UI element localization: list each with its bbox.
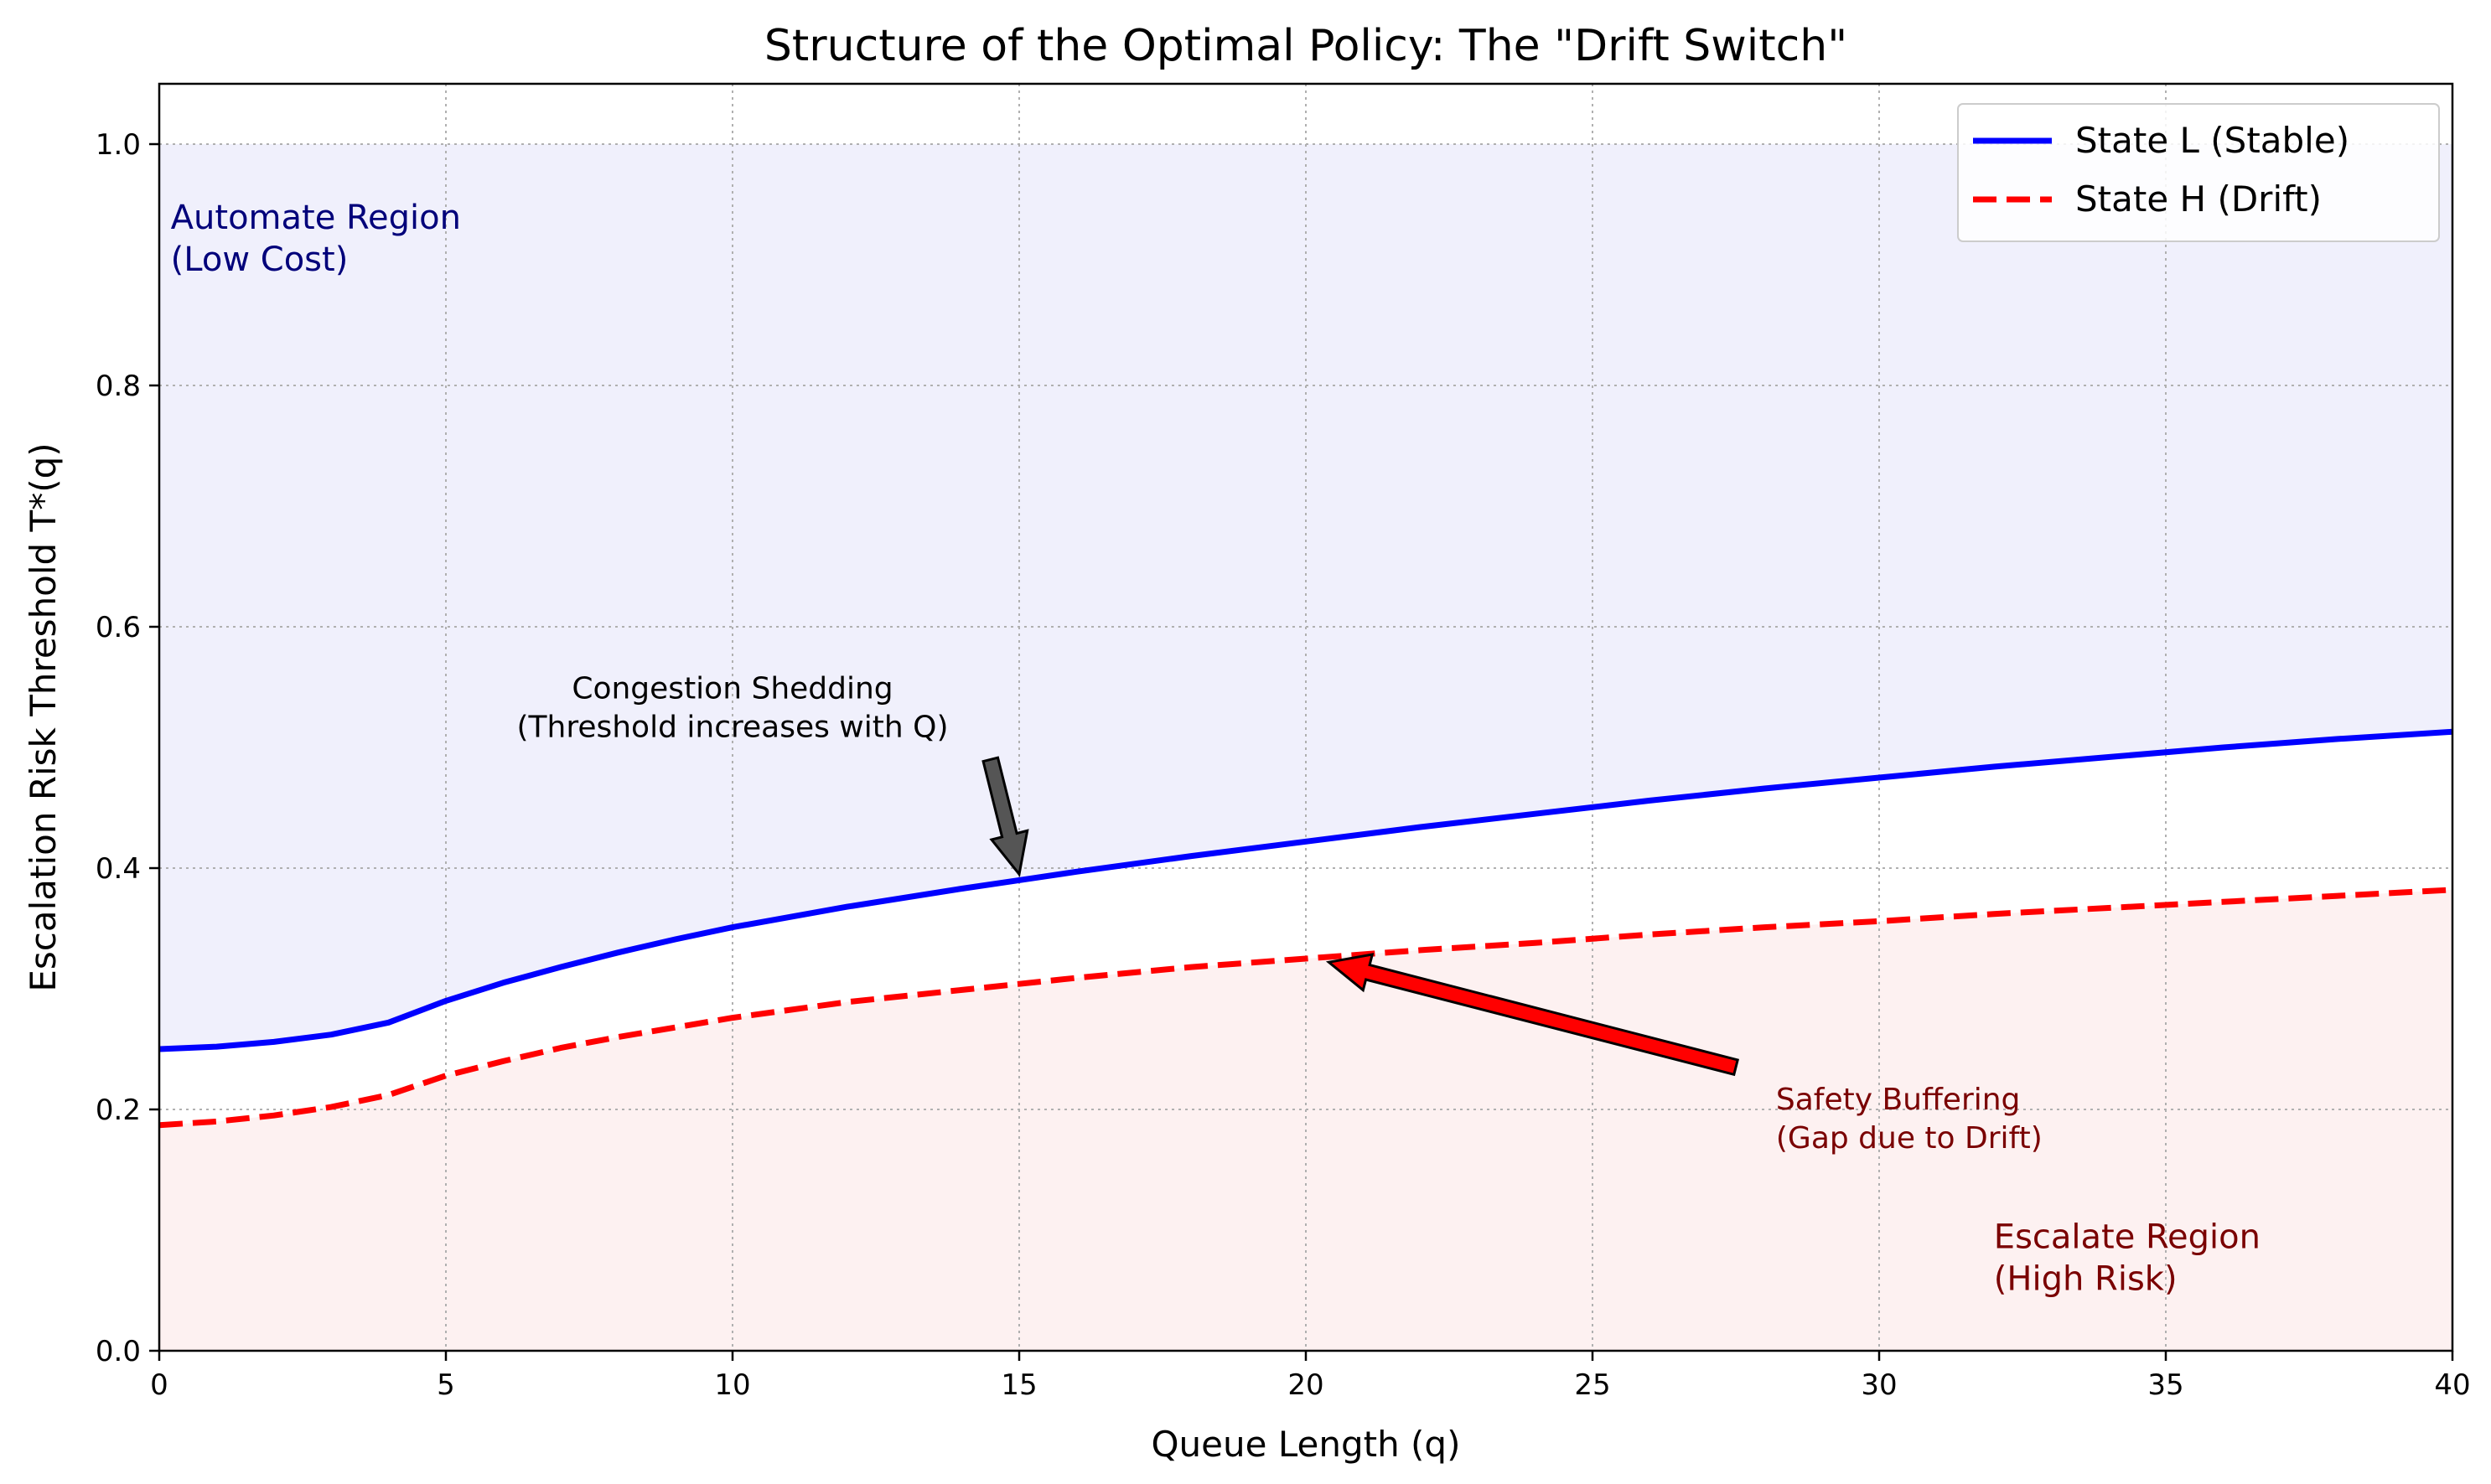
y-tick-label: 0.6: [96, 611, 141, 644]
y-tick-label: 1.0: [96, 128, 141, 162]
congestion-arrow: [981, 756, 1029, 877]
legend-label-state-h: State H (Drift): [2075, 178, 2322, 220]
y-axis-title: Escalation Risk Threshold T*(q): [23, 442, 64, 991]
y-tick-label: 0.4: [96, 852, 141, 886]
x-tick-label: 30: [1861, 1368, 1897, 1402]
axes: [149, 82, 2454, 1361]
y-tick-label: 0.8: [96, 370, 141, 403]
x-tick-label: 0: [150, 1368, 168, 1402]
legend: State L (Stable) State H (Drift): [1957, 103, 2440, 242]
safety-annotation-text: (Gap due to Drift): [1776, 1121, 2043, 1156]
y-tick-label: 0.0: [96, 1335, 141, 1368]
x-tick-label: 10: [714, 1368, 750, 1402]
escalate-region-label: (High Risk): [1994, 1260, 2178, 1299]
x-axis-title: Queue Length (q): [1152, 1424, 1461, 1465]
safety-annotation-text: Safety Buffering: [1776, 1083, 2021, 1117]
x-tick-label: 25: [1574, 1368, 1610, 1402]
x-tick-label: 5: [437, 1368, 455, 1402]
annotations: Congestion Shedding (Threshold increases …: [516, 672, 2042, 1156]
text-labels: 0 5 10 15 20 25 30 35 40 0.0 0.2 0.4 0.6 0.8 1.0 Struct…: [23, 21, 2471, 1465]
congestion-annotation-text: Congestion Shedding: [572, 672, 893, 706]
escalate-region-fill: [159, 889, 2452, 1351]
legend-box: [1957, 103, 2440, 242]
series-line-state-l: [158, 728, 2453, 1052]
automate-region-label: (Low Cost): [171, 240, 349, 279]
legend-label-state-l: State L (Stable): [2075, 120, 2349, 161]
escalate-region-label: Escalate Region: [1994, 1218, 2261, 1257]
x-tick-label: 40: [2434, 1368, 2470, 1402]
x-tick-label: 35: [2147, 1368, 2183, 1402]
grid: [159, 84, 2452, 1351]
safety-arrow: [1325, 953, 1740, 1077]
series-lines: [158, 728, 2453, 1129]
x-tick-label: 20: [1287, 1368, 1323, 1402]
series-line-state-h: [158, 887, 2453, 1129]
chart-title: Structure of the Optimal Policy: The "Dr…: [764, 21, 1847, 71]
automate-region-label: Automate Region: [171, 199, 461, 237]
congestion-annotation-text: (Threshold increases with Q): [516, 711, 948, 745]
x-tick-label: 15: [1001, 1368, 1037, 1402]
y-tick-label: 0.2: [96, 1094, 141, 1127]
